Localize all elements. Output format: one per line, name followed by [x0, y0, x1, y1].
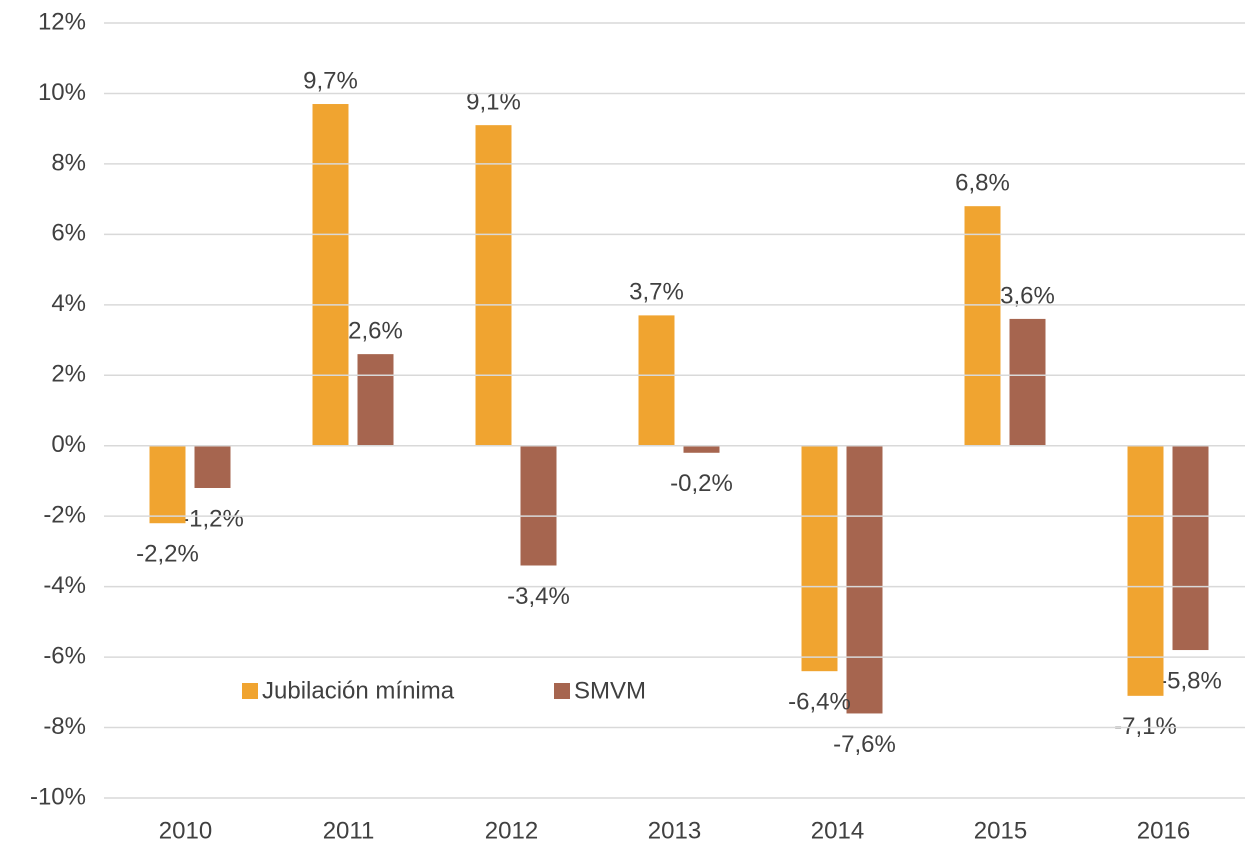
y-tick-label: -6%: [43, 642, 86, 669]
x-tick-label: 2015: [974, 817, 1027, 844]
y-tick-label: 0%: [51, 431, 86, 458]
y-tick-label: 10%: [38, 79, 86, 106]
bar: [149, 445, 186, 524]
value-label: -1,2%: [181, 505, 244, 532]
legend-swatch: [242, 683, 258, 699]
value-label: -2,2%: [136, 541, 199, 568]
x-tick-label: 2011: [323, 817, 375, 844]
legend-label: Jubilación mínima: [262, 677, 455, 704]
value-label: 9,1%: [466, 89, 521, 116]
bar: [1009, 318, 1046, 446]
y-tick-label: -4%: [43, 572, 86, 599]
y-tick-label: 8%: [51, 149, 86, 176]
legend: Jubilación mínima SMVM: [242, 677, 646, 704]
x-tick-label: 2010: [159, 817, 212, 844]
legend-label: SMVM: [574, 677, 646, 704]
y-tick-label: -8%: [43, 713, 86, 740]
value-label: -7,1%: [1114, 713, 1177, 740]
value-label: 3,7%: [629, 279, 684, 306]
y-tick-label: 2%: [51, 361, 86, 388]
bar: [194, 445, 231, 488]
y-tick-label: 4%: [51, 290, 86, 317]
value-label: -5,8%: [1159, 667, 1222, 694]
bar: [846, 445, 883, 714]
legend-swatch: [554, 683, 570, 699]
y-tick-label: -10%: [30, 783, 86, 810]
y-tick-label: 6%: [51, 220, 86, 247]
bar: [1127, 445, 1164, 696]
bar: [312, 104, 349, 446]
value-label: -6,4%: [788, 689, 851, 716]
value-label: 6,8%: [955, 170, 1010, 197]
bar: [520, 445, 557, 566]
bar: [801, 445, 838, 672]
bar: [683, 445, 720, 453]
bar: [638, 315, 675, 446]
x-tick-label: 2013: [648, 817, 701, 844]
bar: [964, 206, 1001, 446]
y-tick-label: -2%: [43, 502, 86, 529]
bar: [475, 125, 512, 446]
x-tick-label: 2014: [811, 817, 864, 844]
bar: [1172, 445, 1209, 651]
value-label: 2,6%: [348, 317, 403, 344]
bar: [357, 354, 394, 446]
value-label: -0,2%: [670, 470, 733, 497]
x-tick-label: 2016: [1137, 817, 1190, 844]
y-tick-label: 12%: [38, 8, 86, 35]
value-label: 9,7%: [303, 67, 358, 94]
value-label: -7,6%: [833, 731, 896, 758]
x-tick-label: 2012: [485, 817, 538, 844]
